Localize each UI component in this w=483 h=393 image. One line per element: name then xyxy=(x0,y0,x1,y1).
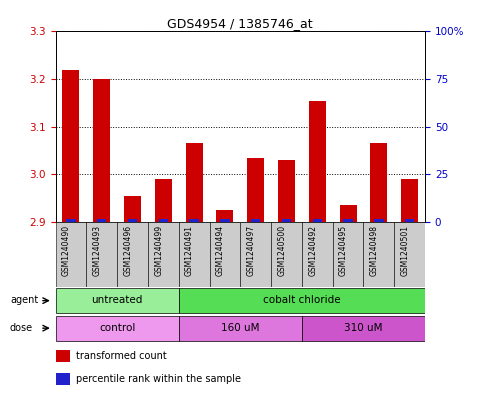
Bar xyxy=(370,143,387,222)
Text: GSM1240490: GSM1240490 xyxy=(62,225,71,276)
Bar xyxy=(117,222,148,287)
Bar xyxy=(93,79,110,222)
Text: GSM1240493: GSM1240493 xyxy=(93,225,102,276)
Bar xyxy=(343,219,353,222)
Title: GDS4954 / 1385746_at: GDS4954 / 1385746_at xyxy=(168,17,313,30)
Bar xyxy=(155,179,172,222)
Text: transformed count: transformed count xyxy=(76,351,167,361)
Bar xyxy=(401,179,418,222)
Bar xyxy=(374,219,384,222)
Bar xyxy=(364,222,394,287)
Bar xyxy=(56,288,179,313)
Text: untreated: untreated xyxy=(91,295,143,305)
Text: agent: agent xyxy=(10,295,38,305)
Bar xyxy=(247,158,264,222)
Bar xyxy=(148,222,179,287)
Bar xyxy=(394,222,425,287)
Bar xyxy=(185,143,202,222)
Bar xyxy=(333,222,364,287)
Bar xyxy=(128,219,137,222)
Bar xyxy=(158,219,168,222)
Bar xyxy=(210,222,240,287)
Text: dose: dose xyxy=(10,323,33,332)
Bar xyxy=(86,222,117,287)
Text: GSM1240495: GSM1240495 xyxy=(339,225,348,276)
Bar xyxy=(271,222,302,287)
Bar xyxy=(309,101,326,222)
Bar xyxy=(179,316,302,340)
Bar xyxy=(220,219,229,222)
Bar xyxy=(278,160,295,222)
Bar xyxy=(62,70,79,222)
Text: GSM1240496: GSM1240496 xyxy=(124,225,132,276)
Bar xyxy=(216,210,233,222)
Bar xyxy=(282,219,291,222)
Text: GSM1240498: GSM1240498 xyxy=(370,225,379,276)
Bar xyxy=(179,222,210,287)
Text: GSM1240499: GSM1240499 xyxy=(154,225,163,276)
Text: GSM1240497: GSM1240497 xyxy=(247,225,256,276)
Bar xyxy=(302,316,425,340)
Bar xyxy=(97,219,106,222)
Bar xyxy=(340,206,356,222)
Bar xyxy=(124,196,141,222)
Bar xyxy=(56,373,71,385)
Bar xyxy=(56,316,179,340)
Text: GSM1240494: GSM1240494 xyxy=(216,225,225,276)
Text: control: control xyxy=(99,323,135,332)
Bar xyxy=(240,222,271,287)
Bar xyxy=(56,350,71,362)
Bar xyxy=(405,219,414,222)
Bar xyxy=(313,219,322,222)
Bar xyxy=(56,222,86,287)
Text: GSM1240491: GSM1240491 xyxy=(185,225,194,276)
Bar xyxy=(302,222,333,287)
Bar xyxy=(251,219,260,222)
Text: 160 uM: 160 uM xyxy=(221,323,259,332)
Bar xyxy=(189,219,199,222)
Text: GSM1240492: GSM1240492 xyxy=(308,225,317,276)
Bar xyxy=(66,219,76,222)
Text: 310 uM: 310 uM xyxy=(344,323,383,332)
Text: GSM1240501: GSM1240501 xyxy=(400,225,410,276)
Text: GSM1240500: GSM1240500 xyxy=(277,225,286,276)
Bar xyxy=(179,288,425,313)
Text: percentile rank within the sample: percentile rank within the sample xyxy=(76,374,241,384)
Text: cobalt chloride: cobalt chloride xyxy=(263,295,341,305)
